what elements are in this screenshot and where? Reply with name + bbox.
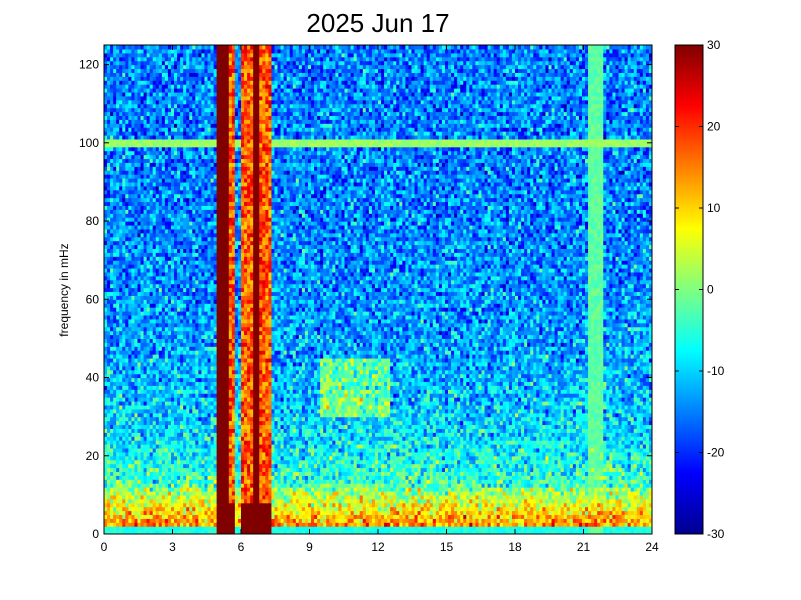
- y-axis-label-group: frequency in mHz: [57, 243, 71, 336]
- heatmap-cells: [104, 45, 653, 535]
- chart-title: 2025 Jun 17: [306, 8, 449, 38]
- y-axis-label: frequency in mHz: [57, 243, 71, 336]
